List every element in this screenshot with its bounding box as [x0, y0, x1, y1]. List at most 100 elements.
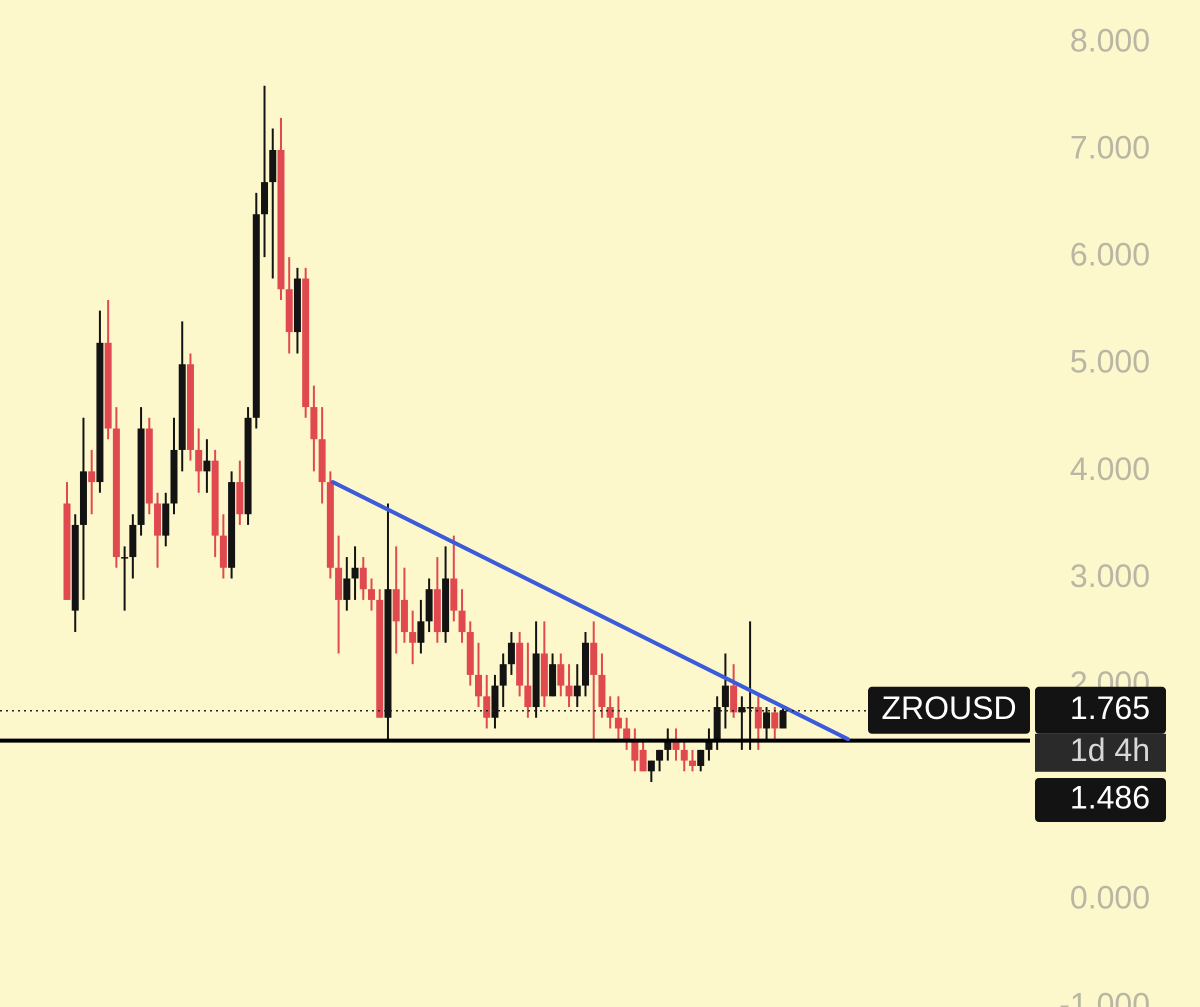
- candle-body: [219, 535, 227, 568]
- candle-body: [277, 149, 285, 290]
- trendline: [330, 480, 851, 742]
- candle-body: [771, 712, 779, 729]
- y-tick-label: -1.000: [1059, 986, 1150, 1007]
- candle-body: [631, 739, 639, 761]
- candle-body: [491, 685, 499, 718]
- y-tick-label: 8.000: [1070, 22, 1150, 58]
- candle-body: [442, 578, 450, 633]
- y-tick-label: 0.000: [1070, 879, 1150, 915]
- candle-body: [688, 760, 696, 766]
- candle-body: [285, 289, 293, 333]
- candle-body: [96, 342, 104, 483]
- hline-label: 1.486: [1070, 779, 1150, 815]
- candle-body: [112, 428, 120, 558]
- candle-body: [524, 685, 532, 708]
- y-tick-label: 3.000: [1070, 558, 1150, 594]
- candle-body: [606, 707, 614, 718]
- hline-box: [1035, 778, 1166, 822]
- candle-body: [145, 428, 153, 504]
- candle-body: [392, 589, 400, 622]
- candle-body: [310, 407, 318, 440]
- candle-body: [466, 632, 474, 675]
- candle-body: [450, 578, 458, 611]
- candle-body: [359, 567, 367, 590]
- candle-body: [697, 749, 705, 766]
- candle-body: [368, 589, 376, 600]
- candle-body: [507, 642, 515, 665]
- candle-body: [104, 342, 112, 429]
- candle-body: [343, 578, 351, 600]
- candle-body: [713, 707, 721, 740]
- candle-body: [137, 428, 145, 525]
- candle-body: [590, 642, 598, 675]
- y-tick-label: 6.000: [1070, 237, 1150, 273]
- countdown-box: [1035, 733, 1166, 772]
- candle-body: [499, 664, 507, 686]
- candle-body: [211, 460, 219, 536]
- candle-body: [738, 707, 746, 713]
- candle-body: [302, 278, 310, 408]
- candle-body: [384, 589, 392, 718]
- candle-body: [129, 524, 137, 558]
- candle-body: [244, 417, 252, 515]
- candle-body: [746, 707, 754, 709]
- candle-body: [178, 364, 186, 450]
- candle-body: [721, 685, 729, 708]
- candle-body: [483, 696, 491, 718]
- candle-body: [79, 471, 87, 525]
- candle-body: [433, 589, 441, 633]
- candle-body: [318, 439, 326, 483]
- candle-body: [598, 674, 606, 708]
- candle-body: [71, 524, 79, 611]
- candle-body: [639, 749, 647, 772]
- candle-body: [261, 182, 269, 215]
- candle-body: [170, 449, 178, 504]
- candle-body: [425, 589, 433, 622]
- y-tick-label: 5.000: [1070, 344, 1150, 380]
- candle-body: [647, 760, 655, 772]
- candle-body: [154, 503, 162, 536]
- candle-body: [614, 717, 622, 729]
- y-tick-label: 4.000: [1070, 451, 1150, 487]
- candle-body: [532, 653, 540, 708]
- candle-body: [203, 460, 211, 472]
- candle-body: [557, 664, 565, 686]
- candle-body: [565, 685, 573, 697]
- candle-body: [458, 610, 466, 633]
- candle-body: [540, 653, 548, 697]
- candle-body: [623, 728, 631, 740]
- last-price-label: 1.765: [1070, 690, 1150, 726]
- candle-body: [730, 685, 738, 713]
- candle-body: [293, 278, 301, 333]
- candle-body: [335, 567, 343, 600]
- candle-body: [680, 749, 688, 761]
- candle-body: [409, 632, 417, 643]
- candle-body: [351, 567, 359, 579]
- symbol-label: ZROUSD: [881, 690, 1016, 726]
- candle-body: [186, 364, 194, 450]
- candle-body: [763, 712, 771, 729]
- candle-body: [549, 664, 557, 697]
- candle-body: [754, 707, 762, 729]
- countdown-label: 1d 4h: [1070, 732, 1150, 768]
- candle-body: [252, 214, 260, 418]
- y-tick-label: 7.000: [1070, 129, 1150, 165]
- candle-body: [88, 471, 96, 483]
- candle-body: [705, 739, 713, 750]
- candle-body: [376, 599, 384, 718]
- candle-body: [417, 621, 425, 643]
- candle-body: [121, 557, 129, 559]
- candle-body: [326, 482, 334, 568]
- candle-body: [269, 149, 277, 183]
- symbol-box: [868, 686, 1030, 734]
- candle-body: [162, 503, 170, 536]
- candle-body: [236, 482, 244, 515]
- candle-body: [516, 642, 524, 686]
- candle-body: [656, 749, 664, 761]
- candle-body: [475, 674, 482, 697]
- candle-body: [664, 739, 672, 750]
- price-box: [1035, 686, 1166, 734]
- candle-body: [672, 739, 680, 750]
